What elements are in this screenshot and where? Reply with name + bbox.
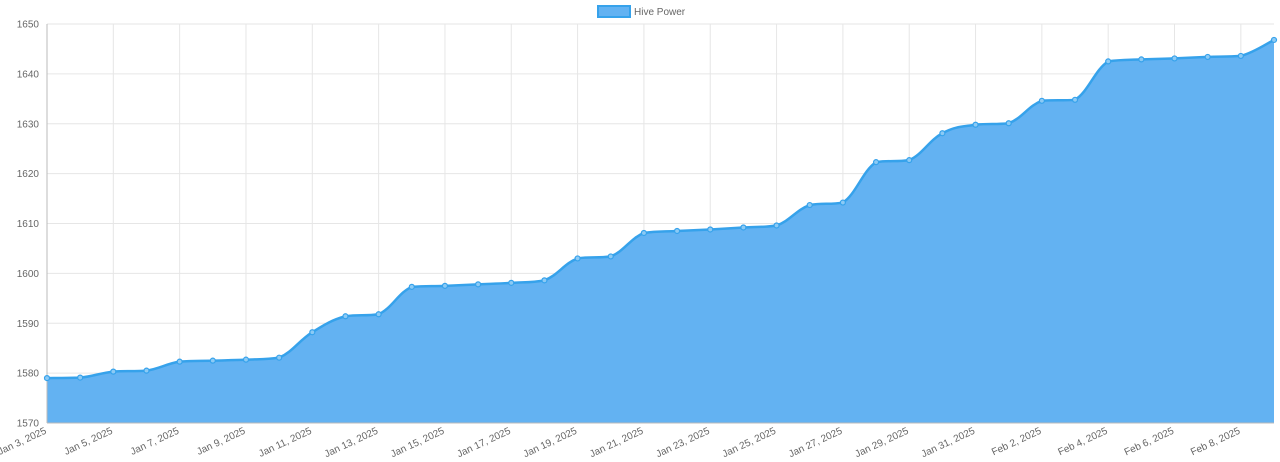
x-tick-label: Jan 7, 2025 bbox=[129, 426, 181, 458]
x-tick-label: Jan 15, 2025 bbox=[389, 426, 446, 461]
data-point bbox=[773, 222, 780, 229]
data-point bbox=[839, 199, 846, 206]
data-point bbox=[740, 224, 747, 231]
y-tick-label: 1600 bbox=[17, 269, 40, 280]
data-point bbox=[1005, 120, 1012, 127]
data-point bbox=[342, 313, 349, 320]
x-tick-label: Feb 4, 2025 bbox=[1056, 426, 1109, 459]
data-point bbox=[508, 279, 515, 286]
legend-label-hive-power: Hive Power bbox=[634, 7, 686, 18]
data-point bbox=[176, 358, 183, 365]
x-tick-label: Jan 19, 2025 bbox=[522, 426, 579, 461]
data-point bbox=[972, 121, 979, 128]
x-tick-label: Jan 25, 2025 bbox=[721, 426, 778, 461]
data-point bbox=[441, 282, 449, 289]
x-tick-label: Jan 23, 2025 bbox=[654, 426, 711, 461]
x-tick-label: Jan 9, 2025 bbox=[195, 426, 247, 458]
x-tick-label: Feb 8, 2025 bbox=[1189, 426, 1242, 459]
data-points bbox=[43, 36, 1278, 382]
data-point bbox=[1270, 36, 1278, 44]
data-point bbox=[1204, 53, 1211, 61]
data-point bbox=[1237, 52, 1244, 60]
data-point bbox=[707, 226, 714, 233]
data-point bbox=[574, 255, 581, 262]
x-tick-label: Jan 27, 2025 bbox=[787, 426, 844, 461]
x-tick-label: Jan 5, 2025 bbox=[63, 426, 115, 458]
data-point bbox=[475, 281, 482, 288]
data-point bbox=[276, 354, 283, 361]
x-tick-label: Jan 29, 2025 bbox=[853, 426, 910, 461]
legend[interactable]: Hive Power bbox=[597, 5, 686, 18]
y-tick-label: 1650 bbox=[17, 20, 40, 31]
y-tick-label: 1580 bbox=[17, 369, 40, 380]
y-tick-label: 1610 bbox=[17, 219, 40, 230]
y-tick-label: 1640 bbox=[17, 69, 40, 80]
data-point bbox=[110, 368, 117, 375]
x-tick-label: Jan 31, 2025 bbox=[920, 426, 977, 461]
area-layer bbox=[46, 38, 1275, 424]
x-tick-label: Feb 2, 2025 bbox=[990, 426, 1043, 459]
x-tick-label: Jan 17, 2025 bbox=[455, 426, 512, 461]
data-point bbox=[939, 130, 946, 137]
data-point bbox=[640, 229, 648, 237]
series-area-hive-power bbox=[47, 39, 1274, 424]
y-tick-label: 1570 bbox=[17, 419, 40, 430]
data-point bbox=[143, 367, 150, 374]
y-tick-label: 1590 bbox=[17, 319, 40, 330]
data-point bbox=[1138, 56, 1145, 63]
data-point bbox=[209, 357, 216, 364]
data-point bbox=[607, 253, 614, 260]
data-point bbox=[1105, 58, 1112, 65]
data-point bbox=[906, 157, 913, 164]
data-point bbox=[872, 159, 880, 166]
data-point bbox=[408, 283, 415, 290]
data-point bbox=[1038, 97, 1045, 104]
data-point bbox=[242, 356, 250, 363]
x-tick-label: Jan 21, 2025 bbox=[588, 426, 645, 461]
x-tick-label: Jan 3, 2025 bbox=[0, 426, 49, 458]
data-point bbox=[309, 329, 316, 336]
data-point bbox=[1171, 55, 1178, 62]
data-point bbox=[1071, 96, 1079, 103]
data-point bbox=[673, 227, 681, 235]
series-line-hive-power bbox=[46, 38, 1275, 380]
data-point bbox=[806, 201, 813, 209]
data-point bbox=[43, 375, 51, 382]
data-point bbox=[77, 374, 84, 381]
data-point bbox=[541, 277, 548, 284]
x-tick-label: Feb 6, 2025 bbox=[1123, 426, 1176, 459]
data-point bbox=[375, 311, 382, 318]
y-tick-label: 1620 bbox=[17, 169, 40, 180]
x-tick-label: Jan 11, 2025 bbox=[257, 426, 314, 460]
x-tick-label: Jan 13, 2025 bbox=[323, 426, 380, 461]
legend-swatch-hive-power bbox=[597, 5, 631, 18]
y-tick-label: 1630 bbox=[17, 119, 40, 130]
